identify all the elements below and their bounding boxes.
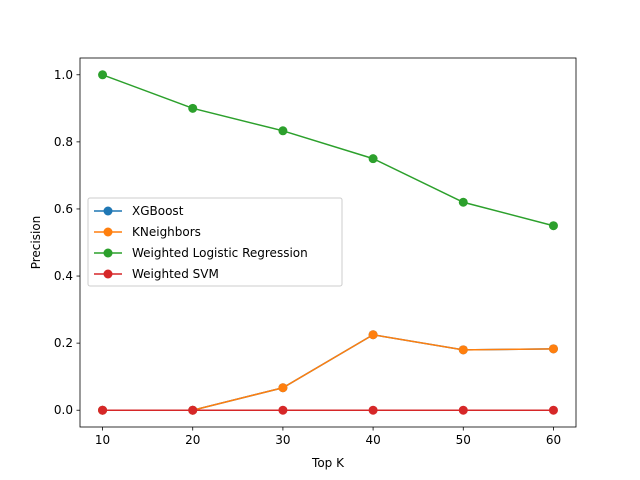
legend-item: XGBoost xyxy=(94,204,184,218)
data-point xyxy=(458,405,468,415)
data-point xyxy=(188,405,198,415)
x-tick-label: 20 xyxy=(185,433,200,447)
x-axis-label: Top K xyxy=(311,456,345,470)
data-point xyxy=(368,330,378,340)
y-tick-label: 1.0 xyxy=(54,68,73,82)
x-tick-label: 60 xyxy=(546,433,561,447)
legend-marker xyxy=(103,248,113,258)
axes-frame xyxy=(79,57,577,428)
legend-box xyxy=(87,197,343,287)
legend-marker xyxy=(103,227,113,237)
x-tick-label: 30 xyxy=(275,433,290,447)
y-tick-label: 0.0 xyxy=(54,403,73,417)
data-point xyxy=(548,221,558,231)
legend-label: Weighted Logistic Regression xyxy=(132,246,308,260)
series-line xyxy=(102,74,554,227)
series-weighted-svm xyxy=(98,405,558,415)
legend-item: Weighted Logistic Regression xyxy=(94,246,308,260)
data-point xyxy=(278,383,288,393)
legend-item: Weighted SVM xyxy=(94,267,219,281)
legend-marker xyxy=(103,206,113,216)
data-point xyxy=(548,405,558,415)
data-point xyxy=(98,70,108,80)
y-tick-label: 0.6 xyxy=(54,202,73,216)
y-tick-label: 0.4 xyxy=(54,269,73,283)
axis-ticks: 10 20 30 40 50 60 0.0 0.2 0.4 0.6 0.8 1.0 xyxy=(54,68,561,447)
x-tick-label: 50 xyxy=(456,433,471,447)
legend: XGBoost KNeighbors Weighted Logistic Regre… xyxy=(87,197,343,287)
data-point xyxy=(458,197,468,207)
data-point xyxy=(368,405,378,415)
legend-label: Weighted SVM xyxy=(132,267,219,281)
y-tick-label: 0.8 xyxy=(54,135,73,149)
legend-label: XGBoost xyxy=(132,204,184,218)
data-point xyxy=(278,405,288,415)
data-point xyxy=(368,154,378,164)
y-tick-label: 0.2 xyxy=(54,336,73,350)
y-axis-label: Precision xyxy=(29,216,43,270)
x-tick-label: 10 xyxy=(95,433,110,447)
legend-label: KNeighbors xyxy=(132,225,201,239)
legend-item: KNeighbors xyxy=(94,225,201,239)
data-point xyxy=(278,126,288,136)
legend-marker xyxy=(103,269,113,279)
x-tick-label: 40 xyxy=(365,433,380,447)
data-point xyxy=(458,345,468,355)
data-point xyxy=(188,103,198,113)
plot-area xyxy=(98,70,558,415)
data-point xyxy=(98,405,108,415)
data-point xyxy=(548,344,558,354)
series-weighted-logistic-regression xyxy=(98,70,558,231)
